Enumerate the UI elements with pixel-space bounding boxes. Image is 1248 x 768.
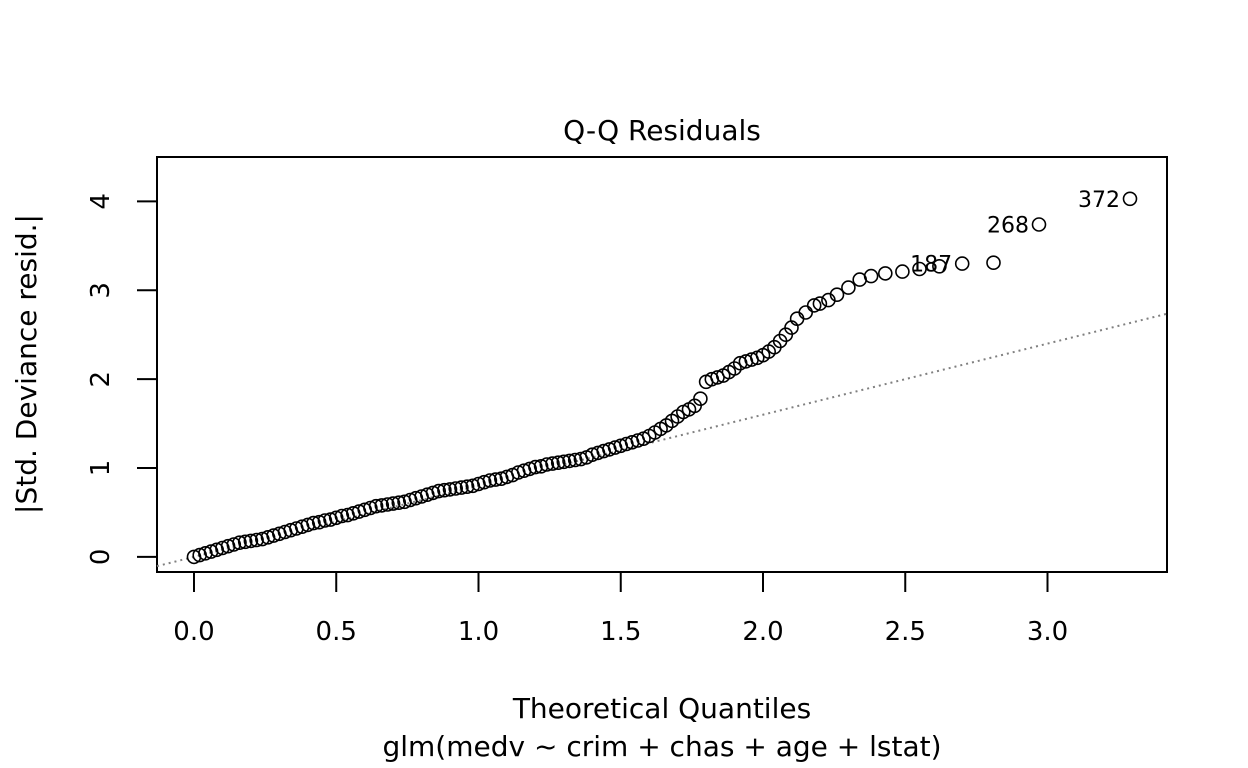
y-tick-label: 3 <box>86 282 116 299</box>
data-points <box>186 191 1138 565</box>
data-point <box>562 453 577 469</box>
data-point <box>334 508 350 524</box>
data-point <box>877 266 893 281</box>
chart-title: Q-Q Residuals <box>563 114 761 147</box>
data-point <box>954 256 970 271</box>
data-point <box>539 457 555 472</box>
data-point <box>249 532 264 548</box>
data-point <box>425 485 441 501</box>
x-axis-label: Theoretical Quantiles <box>512 692 811 725</box>
data-point <box>237 534 253 550</box>
data-point <box>488 472 503 487</box>
chart-subtitle: glm(medv ~ crim + chas + age + lstat) <box>382 730 941 763</box>
data-point <box>932 258 947 274</box>
y-axis-label: |Std. Deviance resid.| <box>10 214 43 514</box>
data-point <box>1122 191 1138 207</box>
data-point <box>482 473 498 488</box>
point-label: 268 <box>987 214 1029 239</box>
data-point <box>912 261 927 277</box>
data-point <box>328 510 344 526</box>
data-point <box>812 296 828 311</box>
point-labels: 372 268 187 <box>910 188 1120 278</box>
data-point <box>442 482 458 497</box>
x-tick-label: 1.0 <box>458 617 499 647</box>
y-axis: 0 1 2 3 4 <box>86 193 157 565</box>
data-point <box>380 497 395 512</box>
data-point <box>693 391 708 407</box>
data-point <box>459 479 475 495</box>
data-point <box>798 305 814 320</box>
data-point <box>550 455 566 471</box>
data-point <box>300 517 316 533</box>
data-point <box>806 298 822 313</box>
x-axis: 0.0 0.5 1.0 1.5 2.0 2.5 3.0 <box>173 571 1068 647</box>
x-tick-label: 2.0 <box>742 617 783 647</box>
data-point <box>567 452 583 468</box>
y-tick-label: 1 <box>86 460 116 477</box>
point-label: 372 <box>1078 188 1120 213</box>
data-point <box>1031 217 1047 232</box>
data-point <box>226 537 242 552</box>
y-tick-label: 4 <box>86 193 116 210</box>
data-point <box>986 255 1001 271</box>
data-point <box>545 456 560 471</box>
x-tick-label: 0.0 <box>173 617 214 647</box>
point-label: 187 <box>910 253 952 278</box>
data-point <box>232 535 247 551</box>
data-point <box>317 513 333 528</box>
data-point <box>522 461 538 477</box>
data-point <box>437 482 452 498</box>
y-tick-label: 2 <box>86 371 116 388</box>
data-point <box>368 498 384 514</box>
data-point <box>829 287 845 303</box>
data-point <box>306 515 321 531</box>
data-point <box>556 454 572 470</box>
x-tick-label: 0.5 <box>316 617 357 647</box>
data-point <box>454 480 469 495</box>
x-tick-label: 2.5 <box>885 617 926 647</box>
data-point <box>895 264 910 279</box>
data-point <box>243 533 259 549</box>
data-point <box>528 459 543 475</box>
data-point <box>311 514 327 530</box>
data-point <box>385 496 401 511</box>
data-point <box>363 500 378 516</box>
y-tick-label: 0 <box>86 549 116 566</box>
data-point <box>863 268 879 284</box>
data-point <box>533 458 549 474</box>
data-point <box>448 481 464 496</box>
data-point <box>391 495 407 511</box>
data-point <box>841 280 856 295</box>
x-tick-label: 1.5 <box>600 617 641 647</box>
data-point <box>476 474 492 490</box>
data-point <box>431 483 447 499</box>
x-tick-label: 3.0 <box>1027 617 1068 647</box>
data-point <box>374 498 390 513</box>
